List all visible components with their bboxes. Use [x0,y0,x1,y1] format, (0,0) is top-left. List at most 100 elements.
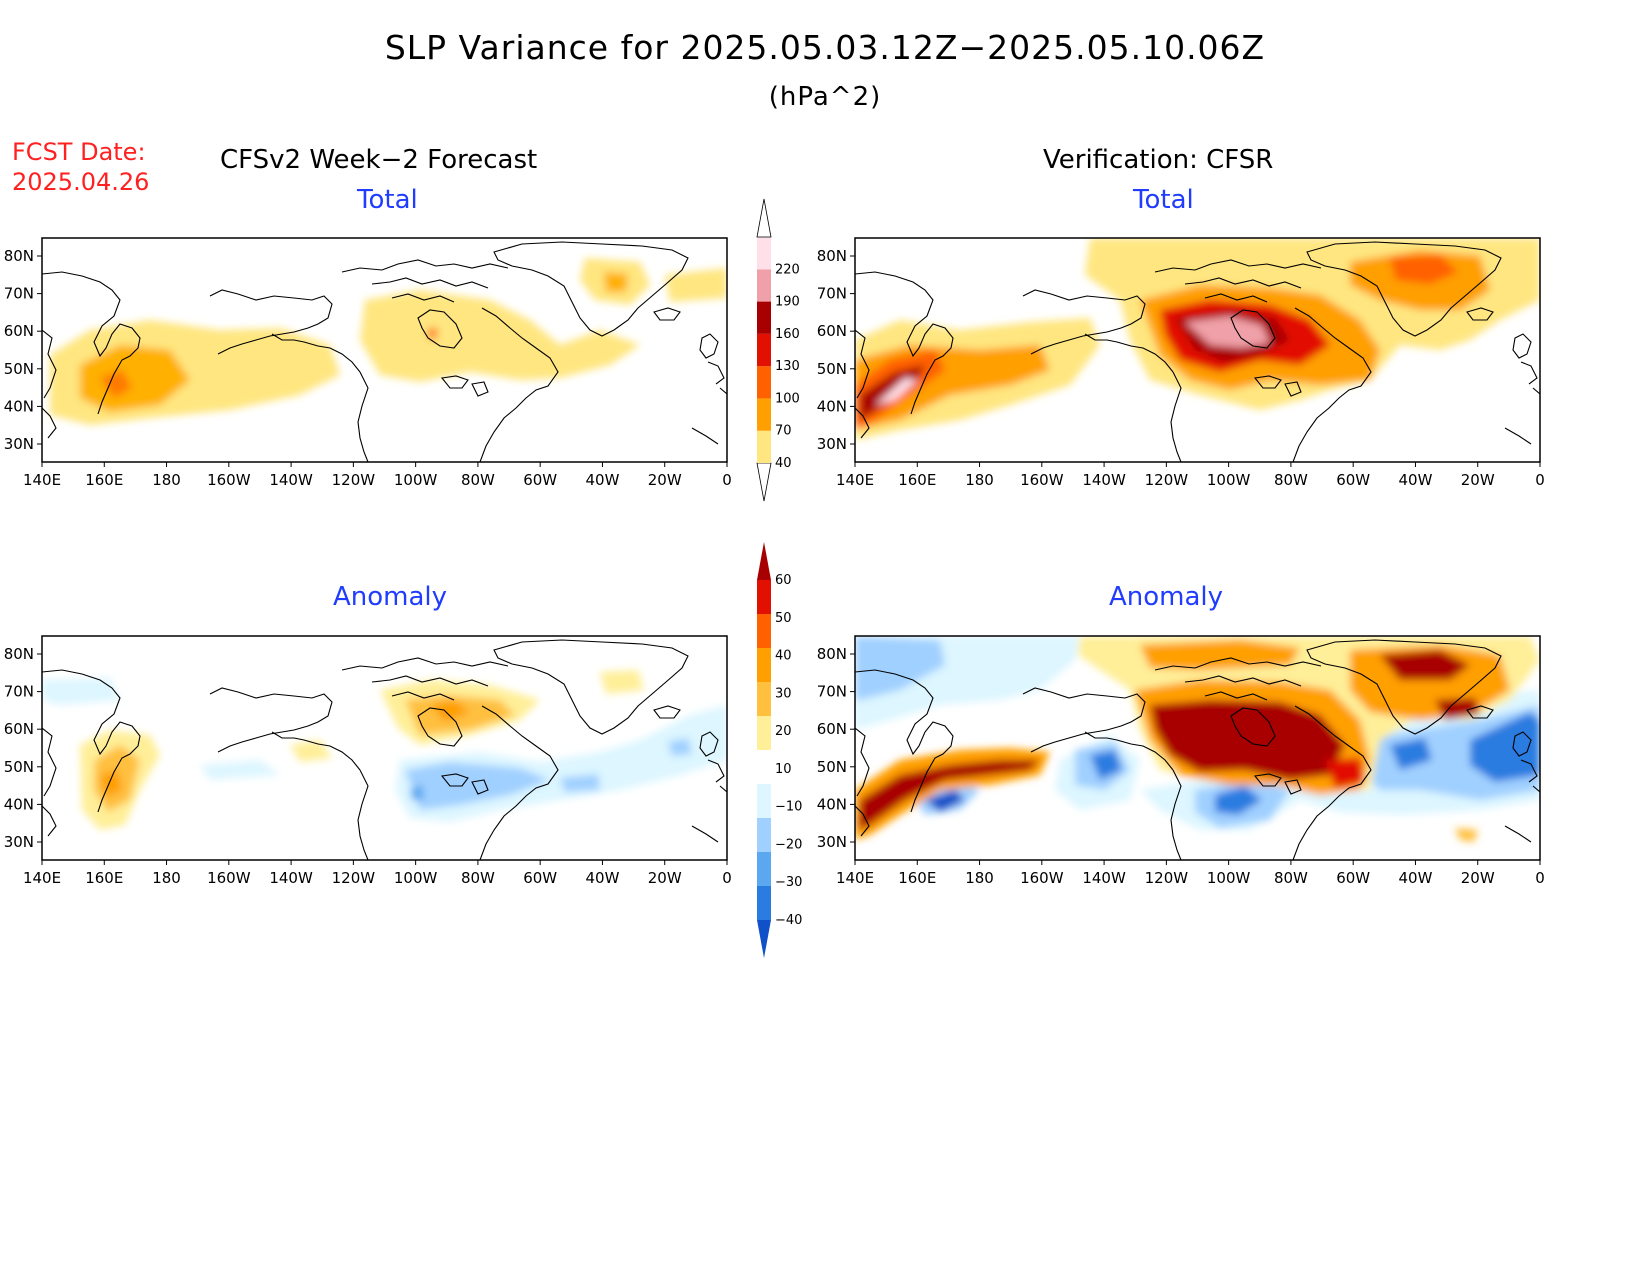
colorbar-total: 40 70 100 130 160 190 220 [757,199,800,501]
colorbar-total-swatch [757,431,771,463]
lat-label: 30N [817,435,847,453]
colorbar-anomaly-tick-label: −40 [775,913,802,928]
lat-label: 30N [4,833,34,851]
colorbar-anomaly-tick-label: −10 [775,800,802,815]
lon-label: 160W [207,471,251,489]
colorbar-total-swatch [757,334,771,366]
lat-label: 40N [817,397,847,415]
lon-label: 0 [1535,471,1545,489]
colorbar-anomaly-tick-label: −20 [775,837,802,852]
figure-canvas: 80N 70N 60N 50N 40N 30N 140E 160E 180 160W 140W 120… [0,0,1650,1275]
lon-label: 140W [269,471,313,489]
lon-label: 0 [722,471,732,489]
colorbar-anomaly-tick-label: 10 [775,762,792,777]
colorbar-anomaly-swatch [757,580,771,614]
lat-label: 50N [4,360,34,378]
colorbar-total-tick-label: 190 [775,295,800,310]
colorbar-total-swatch [757,302,771,334]
panel-verification-total [855,238,1540,462]
lon-label: 140W [269,869,313,887]
lon-label: 100W [1207,471,1251,489]
colorbar-anomaly-swatch [757,886,771,920]
lat-label: 40N [4,397,34,415]
lat-label: 50N [4,758,34,776]
panel-verification-anomaly [855,636,1540,860]
colorbar-total-tick-label: 40 [775,456,792,471]
lat-label: 80N [4,247,34,265]
lon-label: 20W [1461,471,1495,489]
lat-label: 40N [4,795,34,813]
lon-label: 0 [1535,869,1545,887]
lon-label: 80W [1274,869,1308,887]
lat-label: 60N [4,322,34,340]
colorbar-anomaly-swatch [757,784,771,818]
panel-forecast-anomaly [42,636,727,860]
lat-label: 70N [4,285,34,303]
lat-label: 30N [817,833,847,851]
lat-label: 40N [817,795,847,813]
colorbar-total-tick-label: 100 [775,391,800,406]
colorbar-total-swatch [757,269,771,301]
lon-label: 140E [23,471,61,489]
lon-label: 120W [1145,471,1189,489]
colorbar-anomaly-lower-triangle [757,920,771,958]
lon-label: 140W [1082,869,1126,887]
colorbar-anomaly-tick-label: 40 [775,649,792,664]
lon-label: 60W [523,471,557,489]
lon-label: 80W [461,471,495,489]
lon-label: 20W [1461,869,1495,887]
lon-label: 120W [332,471,376,489]
lon-label: 60W [1336,869,1370,887]
lon-label: 40W [1398,869,1432,887]
lon-label: 40W [585,471,619,489]
lon-label: 80W [461,869,495,887]
colorbar-anomaly-swatch [757,852,771,886]
lon-label: 100W [1207,869,1251,887]
lon-label: 0 [722,869,732,887]
lon-label: 40W [585,869,619,887]
colorbar-anomaly-tick-label: 50 [775,611,792,626]
lon-label: 80W [1274,471,1308,489]
colorbar-anomaly-swatch [757,682,771,716]
lon-label: 140E [23,869,61,887]
lat-label: 70N [817,683,847,701]
colorbar-total-swatch [757,237,771,269]
colorbar-total-tick-label: 160 [775,327,800,342]
lon-label: 20W [648,471,682,489]
colorbar-anomaly-swatch [757,648,771,682]
colorbar-anomaly-tick-label: 30 [775,686,792,701]
lon-label: 180 [152,869,181,887]
lat-label: 30N [4,435,34,453]
lat-label: 80N [817,247,847,265]
lat-label: 60N [4,720,34,738]
lon-label: 180 [965,471,994,489]
lon-label: 160E [85,869,123,887]
lon-label: 60W [523,869,557,887]
colorbar-anomaly-upper-triangle [757,542,771,580]
colorbar-total-lower-triangle [757,463,771,501]
lon-label: 180 [965,869,994,887]
colorbar-total-upper-triangle [757,199,771,237]
lon-label: 140W [1082,471,1126,489]
colorbar-anomaly-tick-label: 20 [775,724,792,739]
lat-label: 70N [817,285,847,303]
lat-label: 60N [817,720,847,738]
lon-label: 100W [394,869,438,887]
lon-label: 160E [898,471,936,489]
lon-label: 160W [207,869,251,887]
panel-forecast-total [42,238,727,462]
lon-label: 120W [332,869,376,887]
lon-label: 120W [1145,869,1189,887]
lat-label: 60N [817,322,847,340]
colorbar-anomaly-swatch [757,614,771,648]
lon-label: 160E [85,471,123,489]
lon-label: 160E [898,869,936,887]
lat-label: 80N [4,645,34,663]
colorbar-total-tick-label: 70 [775,424,792,439]
lon-label: 140E [836,471,874,489]
colorbar-total-tick-label: 220 [775,262,800,277]
lon-label: 140E [836,869,874,887]
lon-label: 160W [1020,869,1064,887]
lat-label: 50N [817,360,847,378]
colorbar-anomaly-tick-label: −30 [775,875,802,890]
